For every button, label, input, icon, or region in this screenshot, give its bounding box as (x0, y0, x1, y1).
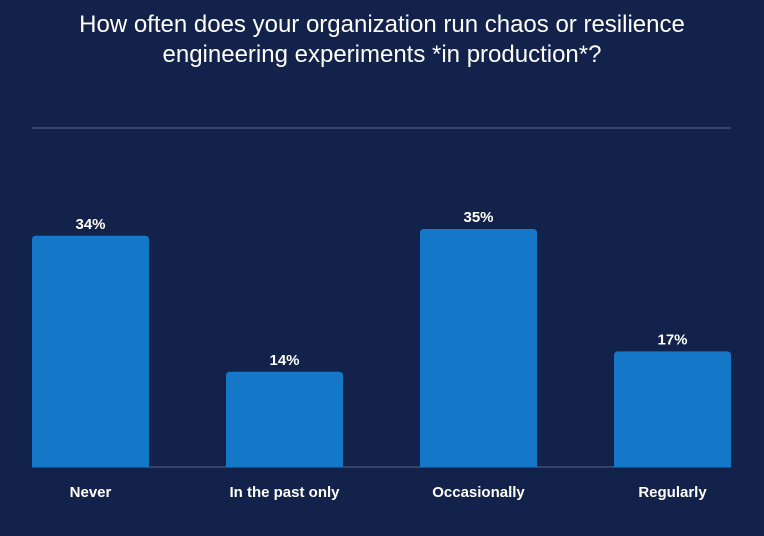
category-label-occasionally: Occasionally (432, 484, 525, 501)
value-label-regularly: 17% (657, 331, 687, 348)
chart-title: How often does your organization run cha… (0, 10, 764, 70)
chart-title-line-2: engineering experiments *in production*? (162, 41, 602, 68)
chart-title-line-1: How often does your organization run cha… (79, 11, 685, 38)
bar-regularly (614, 351, 731, 467)
category-label-regularly: Regularly (638, 484, 707, 501)
bar-in-the-past-only (226, 371, 343, 467)
value-label-never: 34% (75, 216, 105, 233)
bar-marks: 34% Never 14% In the past only 35% Occasional… (32, 209, 731, 501)
category-label-in-the-past-only: In the past only (229, 484, 340, 501)
bar-never (32, 235, 149, 467)
value-label-occasionally: 35% (463, 209, 493, 226)
value-label-in-the-past-only: 14% (269, 352, 299, 369)
bar-occasionally (420, 229, 537, 467)
category-label-never: Never (70, 484, 112, 501)
